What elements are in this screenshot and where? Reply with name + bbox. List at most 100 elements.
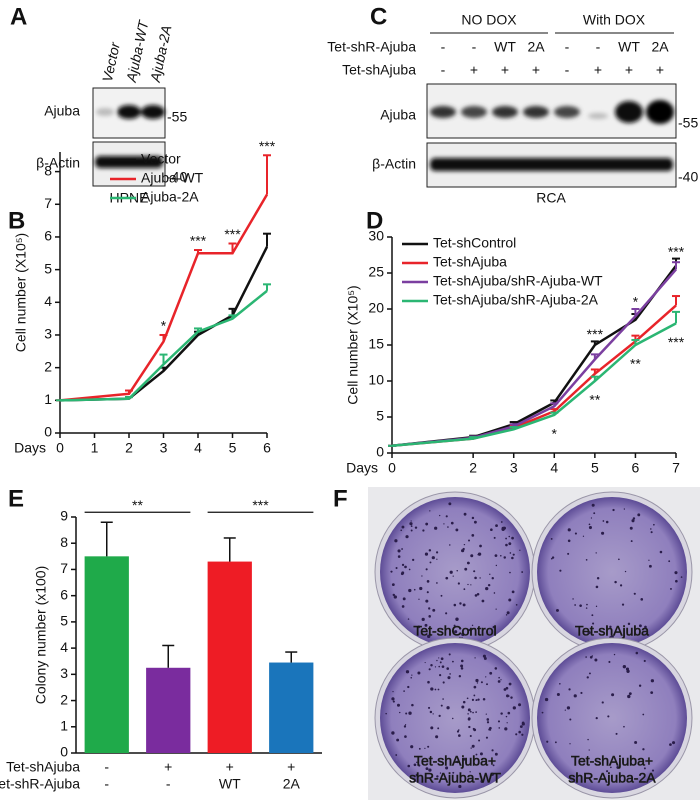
condition-value: 2A <box>283 776 301 792</box>
colony-dot <box>481 758 484 760</box>
colony-dot <box>439 772 442 774</box>
significance-mark: *** <box>587 326 604 342</box>
band <box>615 101 643 123</box>
colony-dot <box>501 527 505 531</box>
colony-dot <box>393 595 397 599</box>
colony-dot <box>505 715 508 718</box>
colony-dot <box>479 544 482 548</box>
colony-dot <box>452 575 454 577</box>
colony-dot <box>436 775 439 778</box>
band <box>430 158 673 171</box>
colony-dot <box>476 682 479 684</box>
colony-dot <box>595 585 599 589</box>
colony-dot <box>410 745 414 749</box>
colony-dot <box>556 692 560 696</box>
colony-dot <box>485 676 487 678</box>
colony-dot <box>424 623 428 627</box>
colony-dot <box>506 722 508 724</box>
colony-dot <box>518 730 521 734</box>
colony-dot <box>424 747 426 750</box>
plate-label: Tet-shAjuba+ <box>414 753 496 769</box>
bar <box>146 667 191 753</box>
colony-dot <box>415 773 419 777</box>
colony-dot <box>396 703 400 707</box>
colony-dot <box>427 745 430 748</box>
colony-dot <box>427 706 431 709</box>
group-label: With DOX <box>583 12 646 28</box>
colony-dot <box>481 599 485 603</box>
x-axis-label: Days <box>346 460 378 476</box>
colony-dot <box>390 570 393 573</box>
x-tick-label: 4 <box>550 460 558 476</box>
colony-dot <box>550 537 553 540</box>
y-tick-label: 0 <box>376 444 384 460</box>
error-bar <box>228 314 237 319</box>
colony-dot <box>405 670 410 674</box>
condition-value: + <box>164 759 172 775</box>
colony-dot <box>595 605 598 608</box>
y-axis-label: Cell number (X10⁵) <box>13 233 29 352</box>
x-tick-label: 5 <box>591 460 599 476</box>
colony-dot <box>590 517 593 519</box>
colony-dot <box>495 564 498 567</box>
colony-dot <box>588 523 591 526</box>
colony-dot <box>469 734 472 738</box>
colony-dot <box>491 749 494 752</box>
colony-dot <box>648 559 650 561</box>
colony-dot <box>486 718 490 721</box>
colony-dot <box>408 588 412 593</box>
colony-dot <box>460 667 464 670</box>
colony-dot <box>434 526 438 530</box>
colony-dot <box>437 688 440 691</box>
error-bar <box>194 249 202 254</box>
colony-dot <box>559 682 561 685</box>
cell-line: RCA <box>536 190 566 206</box>
colony-dot <box>623 725 625 728</box>
error-bar <box>590 353 599 360</box>
colony-dot <box>507 711 511 715</box>
colony-dot <box>473 685 477 689</box>
colony-dot <box>459 627 462 630</box>
colony-dot <box>500 521 503 523</box>
colony-dot <box>567 552 570 555</box>
x-tick-label: 6 <box>632 460 640 476</box>
colony-dot <box>474 657 476 659</box>
y-tick-label: 2 <box>44 358 52 374</box>
colony-dot <box>586 603 588 606</box>
error-bar <box>228 307 237 316</box>
colony-dot <box>447 526 449 528</box>
colony-dot <box>428 768 432 772</box>
y-tick-label: 6 <box>60 586 68 602</box>
colony-dot <box>408 568 411 571</box>
colony-dot <box>569 743 571 745</box>
condition-value: - <box>441 62 446 78</box>
colony-dot <box>436 558 438 560</box>
colony-dot <box>493 592 496 594</box>
colony-dot <box>643 767 646 770</box>
colony-dot <box>440 594 443 597</box>
colony-dot <box>492 625 495 629</box>
x-tick-label: 7 <box>672 460 680 476</box>
colony-dot <box>477 553 480 556</box>
colony-dot <box>456 570 458 572</box>
colony-dot <box>403 690 405 692</box>
colony-dot <box>468 628 471 632</box>
error-bar <box>228 242 237 254</box>
colony-dot <box>429 561 432 564</box>
colony-dot <box>485 736 489 739</box>
x-tick-label: 4 <box>194 440 202 456</box>
colony-dot <box>471 516 475 520</box>
colony-dot <box>632 517 636 520</box>
colony-dot <box>474 594 478 597</box>
colony-dot <box>627 694 631 699</box>
colony-dot <box>473 694 476 697</box>
x-tick-label: 2 <box>125 440 133 456</box>
colony-dot <box>471 627 474 630</box>
colony-dot <box>630 540 633 543</box>
colony-dot <box>428 549 432 552</box>
error-bar <box>223 537 236 562</box>
y-tick-label: 1 <box>60 717 68 733</box>
colony-dot <box>494 554 498 558</box>
significance-mark: * <box>633 294 639 310</box>
colony-dot <box>425 568 428 571</box>
